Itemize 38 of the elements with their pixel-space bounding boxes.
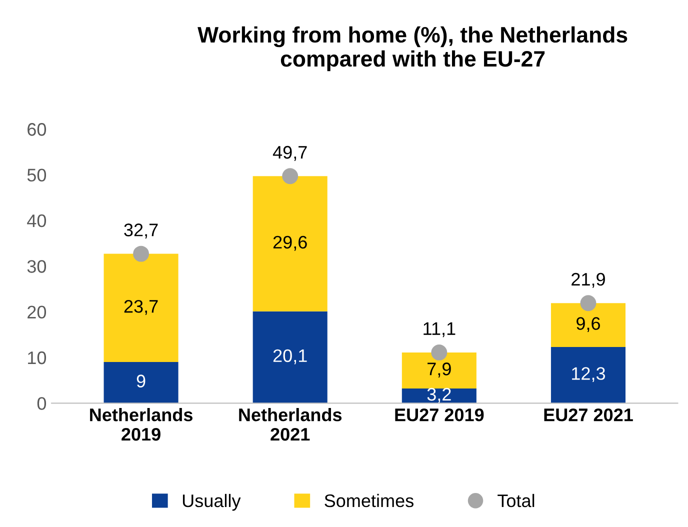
y-tick-label: 50 [27,168,46,182]
bar [402,352,476,389]
chart-title: Working from home (%), the Netherlands compared with the EU-27 [198,26,628,72]
bar [104,362,178,404]
y-tick-label: 0 [37,397,46,410]
x-tick-label: Netherlands 2019 [90,408,192,441]
data-label: 49,7 [272,146,307,161]
y-tick-label: 40 [27,214,46,228]
data-label: 9 [136,374,146,388]
data-label: 32,7 [124,224,158,238]
point [580,295,596,312]
point [282,168,298,184]
x-tick-label: Netherlands 2021 [239,408,342,441]
data-label: 3,2 [427,388,451,403]
data-label: 9,6 [576,317,600,332]
y-tick-label: 10 [28,351,46,364]
bar [104,254,178,362]
bar [252,311,328,404]
legend-label: Total [498,494,534,508]
data-label: 12,3 [572,367,606,382]
point [133,246,150,262]
y-tick-label: 30 [27,260,46,273]
bar [550,346,626,404]
legend-label: Sometimes [324,494,414,508]
legend-label: Usually [182,494,241,511]
bar [550,303,626,347]
data-label: 21,9 [572,272,605,288]
data-label: 29,6 [273,236,307,251]
bar [252,176,328,312]
point [431,344,448,360]
x-tick-label: EU27 2019 [395,408,484,422]
data-label: 11,1 [424,322,456,338]
data-label: 23,7 [124,300,158,315]
y-tick-label: 60 [28,123,46,136]
data-label: 7,9 [428,362,451,378]
x-tick-label: EU27 2021 [544,408,633,422]
y-tick-label: 20 [28,306,46,319]
data-label: 20,1 [273,349,307,364]
